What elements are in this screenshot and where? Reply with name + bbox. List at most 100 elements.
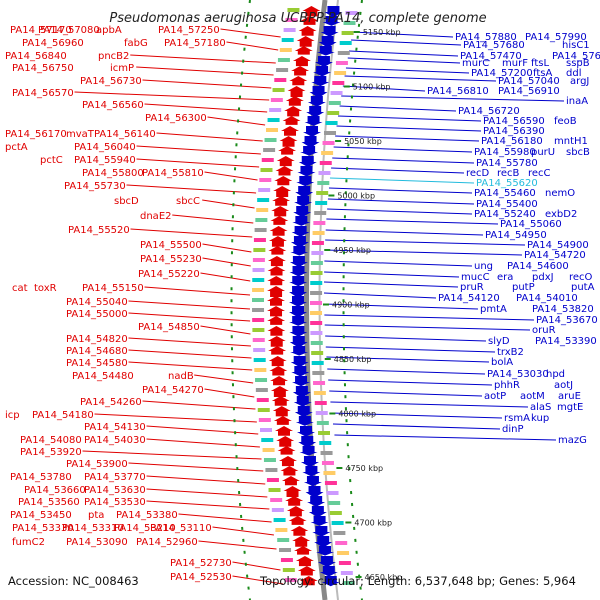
gene-label-reverse: feoB	[554, 116, 577, 127]
gene-label-forward: apbA	[96, 25, 122, 36]
leader-line-reverse	[329, 390, 483, 397]
forward-gene-arrow	[276, 156, 295, 167]
reverse-gene-arrow	[308, 506, 327, 518]
gene-label-forward: sbcC	[176, 196, 200, 207]
cog-category-block	[264, 138, 277, 142]
forward-gene-arrow	[299, 576, 318, 586]
forward-gene-arrow	[294, 46, 313, 55]
gene-label-reverse: mgtE	[557, 402, 583, 413]
forward-gene-arrow	[280, 466, 299, 476]
forward-gene-arrow	[286, 506, 305, 517]
cog-category-block	[310, 271, 323, 275]
cog-category-block	[332, 81, 345, 85]
gene-label-reverse: PA14_56390	[483, 126, 545, 137]
reverse-gene-arrow	[296, 176, 315, 187]
gene-label-forward: PA14_57250	[158, 25, 220, 36]
forward-gene-arrow	[281, 476, 300, 486]
forward-gene-arrow	[297, 566, 316, 576]
forward-gene-arrow	[267, 286, 286, 297]
leader-line-forward	[136, 66, 274, 76]
cog-category-block	[314, 211, 327, 215]
gene-label-reverse: PA14_57650	[552, 51, 600, 62]
cog-category-block	[259, 178, 272, 182]
reverse-gene-arrow	[303, 476, 322, 487]
leader-line-reverse	[331, 167, 465, 174]
cog-category-block	[252, 328, 265, 332]
forward-gene-arrow	[285, 96, 304, 106]
leader-line-forward	[226, 41, 279, 51]
leader-line-reverse	[336, 125, 482, 132]
cog-category-block	[265, 468, 278, 472]
gene-label-forward: PA14_54260	[80, 397, 142, 408]
cog-category-block	[272, 88, 285, 92]
leader-line-forward	[232, 575, 284, 585]
forward-gene-arrow	[267, 296, 286, 306]
gene-label-reverse: sbcB	[566, 147, 590, 158]
cog-category-block	[270, 498, 283, 502]
gene-label-forward: pncB2	[98, 51, 129, 62]
forward-gene-arrow	[269, 366, 288, 376]
leader-line-reverse	[327, 368, 486, 375]
reverse-gene-arrow	[292, 216, 311, 226]
cog-category-block	[256, 208, 269, 212]
gene-label-reverse: alaS	[530, 402, 551, 413]
reverse-gene-arrow	[290, 246, 309, 256]
forward-gene-arrow	[267, 256, 286, 267]
cog-category-block	[260, 428, 273, 432]
gene-label-forward: PA14_56960	[22, 38, 84, 49]
kbp-tick-label: 5050 kbp	[344, 137, 382, 146]
cog-category-block	[252, 318, 265, 322]
leader-line-forward	[142, 79, 272, 89]
leader-line-reverse	[324, 324, 531, 331]
forward-gene-arrow	[283, 486, 302, 497]
reverse-gene-arrow	[289, 316, 308, 326]
leader-line-reverse	[341, 95, 565, 102]
gene-label-forward: nadB	[168, 371, 194, 382]
cog-category-block	[254, 368, 267, 372]
gene-label-forward: PA14_56140	[94, 129, 156, 140]
cog-category-block	[257, 408, 270, 412]
reverse-gene-arrow	[289, 256, 308, 268]
leader-line-forward	[178, 513, 272, 523]
cog-category-block	[253, 358, 266, 362]
gene-label-forward: PA14_55000	[66, 309, 128, 320]
cog-category-block	[321, 461, 334, 465]
cog-category-block	[311, 241, 324, 245]
leader-line-forward	[130, 54, 276, 64]
gene-label-reverse: exbD2	[545, 209, 577, 220]
cog-category-block	[254, 228, 267, 232]
leader-line-forward	[172, 214, 254, 224]
forward-gene-arrow	[277, 446, 296, 455]
forward-gene-arrow	[292, 56, 311, 67]
leader-line-forward	[146, 425, 259, 435]
cog-category-block	[318, 431, 331, 435]
gene-label-forward: PA14_55800	[82, 168, 144, 179]
reverse-gene-arrow	[309, 86, 328, 98]
leader-line-reverse	[348, 50, 459, 57]
forward-gene-arrow	[281, 126, 300, 136]
gene-label-forward: PA14_55730	[64, 181, 126, 192]
cog-category-block	[318, 171, 331, 175]
cog-category-block	[266, 128, 279, 132]
gene-label-reverse: PA14_54900	[527, 240, 589, 251]
forward-gene-arrow	[285, 496, 304, 506]
reverse-gene-arrow	[289, 306, 308, 318]
cog-category-block	[317, 181, 330, 185]
forward-gene-arrow	[267, 276, 286, 286]
cog-category-block	[315, 411, 328, 415]
leader-line-forward	[128, 337, 251, 347]
reverse-gene-arrow	[297, 426, 316, 437]
gene-label-forward: PA14_53780	[10, 472, 72, 483]
forward-gene-arrow	[275, 426, 294, 436]
gene-label-forward: PA14_52960	[136, 537, 198, 548]
gene-label-forward: PA14_57080	[38, 25, 100, 36]
kbp-tick-label: 5000 kbp	[337, 192, 375, 201]
gene-label-forward: PA14_55150	[82, 283, 144, 294]
forward-gene-arrow	[278, 146, 297, 155]
leader-line-reverse	[330, 401, 529, 408]
cog-category-block	[252, 298, 265, 302]
gene-label-forward: PA14_53900	[66, 459, 128, 470]
cog-category-block	[267, 118, 280, 122]
kbp-tick-label: 4700 kbp	[354, 519, 392, 528]
